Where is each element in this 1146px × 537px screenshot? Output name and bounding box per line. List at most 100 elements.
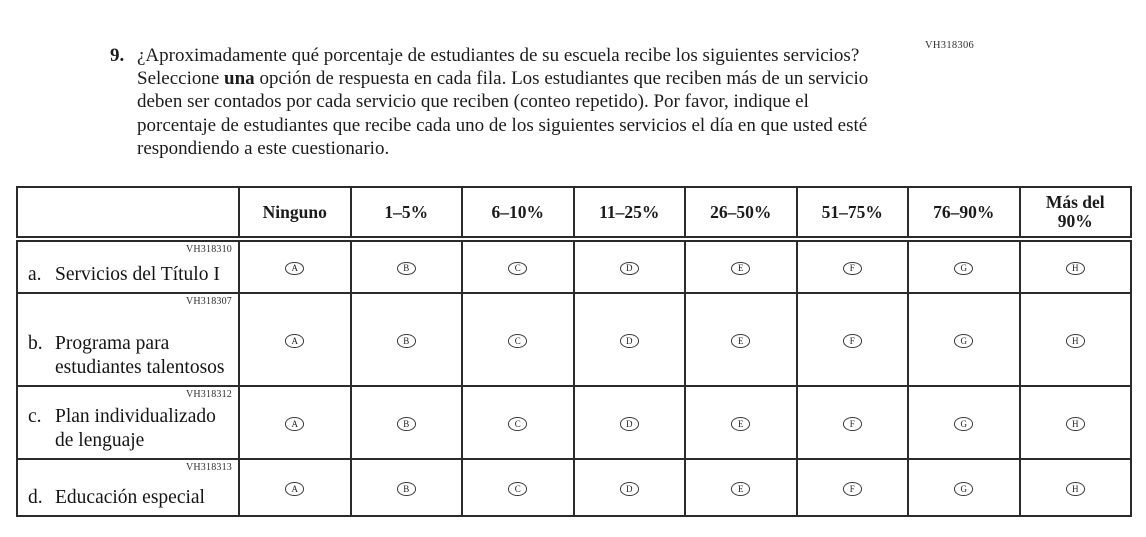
option-cell: H: [1018, 292, 1132, 387]
option-cell: B: [349, 238, 463, 294]
option-bubble-c-C[interactable]: C: [508, 417, 528, 431]
document-code: VH318306: [925, 40, 975, 51]
response-table-wrap: Ninguno 1–5% 6–10% 11–25% 26–50% 51–75% …: [16, 186, 1132, 517]
option-bubble-a-G[interactable]: G: [954, 261, 974, 276]
option-bubble-c-H[interactable]: H: [1065, 417, 1085, 431]
option-bubble-a-H[interactable]: H: [1065, 261, 1085, 276]
option-cell: F: [795, 292, 909, 387]
option-bubble-b-A[interactable]: A: [285, 334, 305, 348]
option-bubble-d-C[interactable]: C: [508, 482, 528, 496]
header-11-25: 11–25%: [572, 186, 686, 242]
option-bubble-b-F[interactable]: F: [842, 334, 862, 348]
option-cell: G: [907, 292, 1021, 387]
option-cell: E: [684, 458, 798, 517]
header-26-50: 26–50%: [684, 186, 798, 242]
header-6-10: 6–10%: [461, 186, 575, 242]
row-marker-d: d.: [28, 487, 43, 508]
question-text: ¿Aproximadamente qué porcentaje de estud…: [137, 44, 888, 160]
question-block: 9. ¿Aproximadamente qué porcentaje de es…: [110, 44, 888, 160]
table-row-b: VH318307 b. Programa para estudiantes ta…: [16, 292, 1132, 387]
option-cell: F: [795, 458, 909, 517]
option-bubble-b-B[interactable]: B: [396, 334, 416, 348]
row-code-b: VH318307: [185, 296, 232, 307]
option-bubble-a-E[interactable]: E: [731, 261, 751, 276]
row-code-d: VH318313: [185, 462, 232, 473]
option-bubble-b-C[interactable]: C: [508, 334, 528, 348]
header-51-75: 51–75%: [795, 186, 909, 242]
response-table: Ninguno 1–5% 6–10% 11–25% 26–50% 51–75% …: [16, 186, 1132, 517]
option-bubble-d-G[interactable]: G: [954, 482, 974, 496]
row-marker-a: a.: [28, 264, 42, 285]
question-text-part1: ¿Aproximadamente qué porcentaje de estud…: [137, 45, 860, 90]
row-label-cell-a: VH318310 a. Servicios del Título I: [16, 238, 240, 294]
option-bubble-c-G[interactable]: G: [954, 417, 974, 431]
option-cell: E: [684, 292, 798, 387]
option-bubble-a-A[interactable]: A: [285, 261, 305, 276]
header-76-90: 76–90%: [907, 186, 1021, 242]
option-bubble-a-B[interactable]: B: [396, 261, 416, 276]
header-1-5: 1–5%: [349, 186, 463, 242]
option-bubble-d-D[interactable]: D: [619, 482, 639, 496]
option-cell: B: [349, 458, 463, 517]
option-bubble-a-C[interactable]: C: [508, 261, 528, 276]
option-bubble-d-E[interactable]: E: [731, 482, 751, 496]
option-cell: H: [1018, 238, 1132, 294]
option-bubble-a-D[interactable]: D: [619, 261, 639, 276]
question-text-part2: opción de respuesta en cada fila. Los es…: [137, 68, 869, 159]
row-marker-b: b.: [28, 333, 43, 354]
table-row-c: VH318312 c. Plan individualizado de leng…: [16, 385, 1132, 460]
option-cell: G: [907, 458, 1021, 517]
row-text-d: Educación especial: [55, 487, 205, 508]
option-cell: C: [461, 238, 575, 294]
option-cell: B: [349, 292, 463, 387]
option-cell: H: [1018, 458, 1132, 517]
option-cell: D: [572, 458, 686, 517]
option-bubble-a-F[interactable]: F: [842, 261, 862, 276]
option-bubble-b-E[interactable]: E: [731, 334, 751, 348]
row-text-b: Programa para estudiantes talentosos: [55, 333, 225, 378]
option-cell: A: [238, 458, 352, 517]
option-cell: E: [684, 238, 798, 294]
table-row-a: VH318310 a. Servicios del Título I A B C…: [16, 238, 1132, 294]
option-bubble-b-G[interactable]: G: [954, 334, 974, 348]
row-label-cell-b: VH318307 b. Programa para estudiantes ta…: [16, 292, 240, 387]
option-bubble-c-A[interactable]: A: [285, 417, 305, 431]
option-cell: C: [461, 292, 575, 387]
row-code-c: VH318312: [185, 389, 232, 400]
option-cell: F: [795, 238, 909, 294]
option-cell: B: [349, 385, 463, 460]
option-bubble-d-B[interactable]: B: [396, 482, 416, 496]
option-cell: A: [238, 292, 352, 387]
table-row-d: VH318313 d. Educación especial A B C D E…: [16, 458, 1132, 517]
option-cell: D: [572, 385, 686, 460]
row-marker-c: c.: [28, 406, 42, 427]
option-bubble-d-A[interactable]: A: [285, 482, 305, 496]
option-bubble-c-F[interactable]: F: [842, 417, 862, 431]
option-cell: C: [461, 385, 575, 460]
question-number: 9.: [110, 45, 125, 66]
question-text-bold: una: [224, 68, 255, 90]
option-cell: G: [907, 385, 1021, 460]
option-bubble-d-H[interactable]: H: [1065, 482, 1085, 496]
option-bubble-c-D[interactable]: D: [619, 417, 639, 431]
header-empty-cell: [16, 186, 240, 242]
option-cell: G: [907, 238, 1021, 294]
option-bubble-c-E[interactable]: E: [731, 417, 751, 431]
row-text-a: Servicios del Título I: [55, 264, 220, 285]
row-text-c: Plan individualizado de lenguaje: [55, 406, 216, 451]
option-cell: A: [238, 385, 352, 460]
option-bubble-b-H[interactable]: H: [1065, 334, 1085, 348]
option-cell: D: [572, 238, 686, 294]
option-cell: C: [461, 458, 575, 517]
row-code-a: VH318310: [185, 244, 232, 255]
option-bubble-b-D[interactable]: D: [619, 334, 639, 348]
header-ninguno: Ninguno: [238, 186, 352, 242]
option-bubble-d-F[interactable]: F: [842, 482, 862, 496]
header-mas-del-90: Más del 90%: [1018, 186, 1132, 242]
option-bubble-c-B[interactable]: B: [396, 417, 416, 431]
header-row: Ninguno 1–5% 6–10% 11–25% 26–50% 51–75% …: [16, 186, 1132, 242]
option-cell: H: [1018, 385, 1132, 460]
option-cell: F: [795, 385, 909, 460]
option-cell: A: [238, 238, 352, 294]
option-cell: D: [572, 292, 686, 387]
